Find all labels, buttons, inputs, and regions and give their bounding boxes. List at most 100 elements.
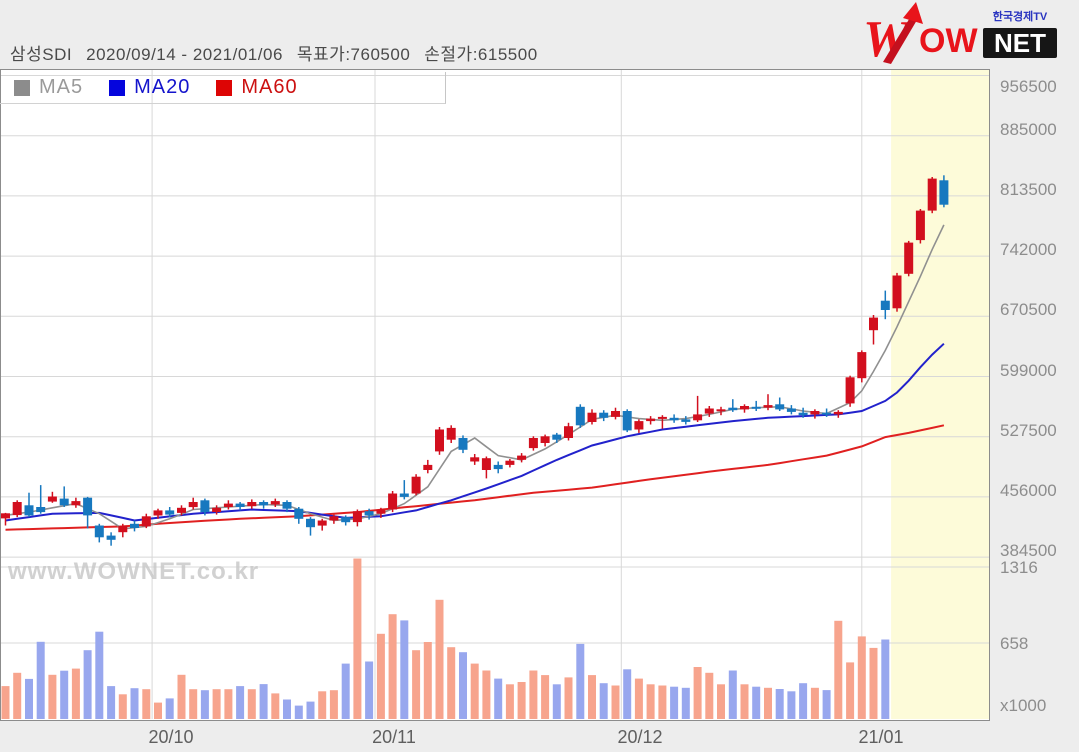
legend-label: MA60 [241, 76, 298, 98]
candle-body [388, 493, 398, 510]
volume-bar [775, 689, 784, 719]
volume-bar [388, 614, 397, 719]
candle-body [552, 434, 562, 440]
volume-bar [154, 702, 162, 719]
candle-body [481, 458, 491, 470]
volume-bar [799, 683, 808, 719]
candle-body [83, 497, 93, 516]
candle-body [130, 523, 139, 528]
volume-bar [247, 689, 256, 719]
candle-body [493, 464, 503, 470]
volume-bar [459, 652, 467, 719]
volume-bar [846, 662, 855, 719]
legend-swatch-icon [14, 79, 30, 96]
volume-bar [599, 683, 608, 719]
volume-bar [376, 633, 385, 719]
volume-bar [658, 685, 667, 719]
candle-body [223, 503, 233, 507]
volume-bar [705, 672, 714, 719]
candle-body [880, 300, 890, 310]
volume-bar [224, 689, 233, 719]
volume-bar [423, 642, 432, 719]
candle-body [845, 377, 855, 404]
candle-body [376, 509, 386, 514]
volume-bar [271, 693, 280, 719]
date-range: 2020/09/14 - 2021/01/06 [86, 45, 283, 64]
candle-body [892, 275, 902, 309]
candle-body [141, 516, 151, 527]
volume-bar [447, 647, 456, 719]
candle-body [657, 416, 667, 419]
volume-bar [259, 684, 268, 719]
volume-bar [212, 689, 221, 719]
candle-body [399, 493, 409, 497]
legend-swatch-icon [109, 79, 126, 96]
volume-bar [165, 698, 174, 719]
candle-body [622, 411, 632, 431]
volume-bar [283, 699, 291, 719]
chart-title: 삼성SDI 2020/09/14 - 2021/01/06 목표가:760500 손절… [10, 40, 552, 65]
candle-body [212, 507, 222, 512]
candle-body [775, 404, 785, 410]
stock-name: 삼성SDI [10, 45, 73, 64]
price-axis-label: 527500 [1000, 421, 1057, 440]
volume-bar [48, 674, 57, 719]
volume-bar [670, 686, 679, 719]
candle-body [693, 414, 703, 421]
candle-body [458, 438, 468, 450]
volume-bar [200, 690, 209, 719]
volume-bar [107, 686, 116, 719]
candle-body [71, 501, 81, 506]
volume-bar [412, 650, 421, 719]
target-price: 목표가:760500 [296, 45, 411, 64]
month-label: 20/11 [372, 727, 416, 747]
candle-body [927, 178, 937, 211]
candle-body [59, 498, 69, 506]
volume-bar [517, 682, 526, 719]
volume-bar [353, 558, 362, 719]
volume-bar [83, 650, 92, 719]
candle-body [470, 457, 480, 462]
volume-bar [13, 672, 22, 719]
volume-bar [25, 678, 33, 719]
legend-item-ma20: MA20 [109, 76, 190, 99]
volume-axis-label: 658 [1000, 634, 1029, 653]
volume-bar [693, 667, 702, 719]
volume-bar [482, 670, 491, 719]
price-axis-label: 742000 [1000, 240, 1057, 259]
price-axis: 956500 885000 813500 742000 670500 599000 5275… [990, 68, 1079, 722]
price-axis-label: 885000 [1000, 120, 1057, 139]
candle-body [833, 411, 843, 415]
ma5-line [5, 224, 945, 530]
candle-body [822, 412, 832, 415]
logo-arrowhead-icon [903, 2, 923, 24]
candle-body [634, 421, 644, 430]
volume-bar [634, 678, 643, 719]
candle-body [270, 501, 280, 505]
volume-bar [505, 684, 514, 719]
volume-bar [177, 674, 186, 719]
volume-bar [1, 686, 10, 719]
candle-body [153, 510, 163, 516]
candle-body [517, 455, 527, 460]
candle-body [188, 502, 198, 508]
volume-bar [611, 685, 620, 719]
price-axis-label: 599000 [1000, 361, 1057, 380]
candle-body [611, 411, 620, 417]
volume-bar [576, 643, 585, 719]
candle-body [423, 464, 433, 470]
price-axis-label: 956500 [1000, 77, 1057, 96]
volume-bar [541, 675, 550, 719]
candle-body [165, 510, 175, 515]
volume-unit-label: x1000 [1000, 696, 1047, 715]
candle-body [411, 476, 421, 494]
candle-body [786, 408, 796, 412]
price-axis-label: 813500 [1000, 180, 1057, 199]
candle-body [575, 406, 585, 426]
volume-bar [365, 661, 374, 719]
highlight-region [891, 70, 989, 719]
candle-body [751, 406, 761, 409]
volume-bar [810, 687, 819, 719]
volume-bar [60, 670, 69, 719]
candle-body [341, 517, 351, 523]
